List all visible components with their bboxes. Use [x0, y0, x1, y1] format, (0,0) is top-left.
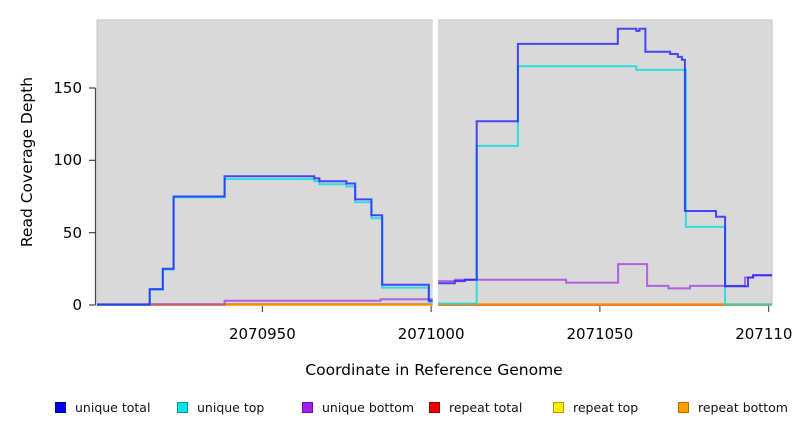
legend-label: unique bottom — [322, 400, 415, 415]
series-unique-total — [97, 175, 434, 306]
legend-item-unique-bottom: unique bottom — [302, 400, 414, 415]
legend-item-repeat-bottom: repeat bottom — [678, 400, 788, 415]
x-tick-label: 2071100 — [735, 325, 792, 343]
coverage-gap-band — [432, 19, 439, 306]
y-tick-label: 150 — [53, 78, 82, 97]
x-axis-title: Coordinate in Reference Genome — [305, 361, 563, 379]
legend-item-unique-total: unique total — [55, 400, 150, 415]
legend-swatch-unique-bottom — [302, 402, 313, 413]
series-unique-bottom — [437, 263, 772, 290]
x-tick-label: 2070950 — [228, 325, 296, 343]
legend-label: unique total — [75, 400, 151, 415]
legend-swatch-unique-top — [177, 402, 188, 413]
legend-label: repeat top — [573, 400, 639, 415]
legend: unique total unique top unique bottom re… — [0, 398, 792, 420]
series-unique-total — [437, 27, 772, 288]
legend-label: repeat bottom — [698, 400, 788, 415]
legend-label: unique top — [197, 400, 265, 415]
y-tick-label: 50 — [62, 223, 82, 242]
x-tick-label: 2071050 — [566, 325, 634, 343]
y-tick-label: 100 — [53, 151, 82, 170]
series-unique-bottom — [97, 298, 434, 306]
legend-item-unique-top: unique top — [177, 400, 264, 415]
legend-label: repeat total — [449, 400, 523, 415]
x-tick-label: 2071000 — [397, 325, 465, 343]
y-axis-title: Read Coverage Depth — [18, 76, 36, 248]
legend-swatch-repeat-total — [429, 402, 440, 413]
series-layer — [97, 27, 772, 306]
legend-item-repeat-top: repeat top — [553, 400, 638, 415]
legend-swatch-repeat-top — [553, 402, 564, 413]
legend-swatch-repeat-bottom — [678, 402, 689, 413]
legend-swatch-unique-total — [55, 402, 66, 413]
legend-item-repeat-total: repeat total — [429, 400, 522, 415]
y-tick-label: 0 — [72, 296, 82, 314]
